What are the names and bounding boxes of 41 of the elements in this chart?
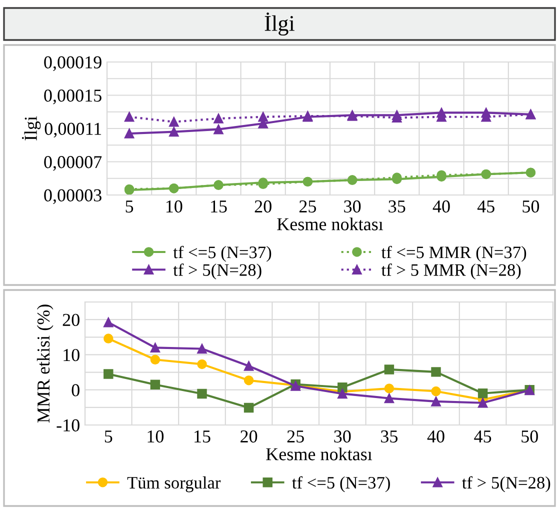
legend-label: Tüm sorgular [127,476,221,492]
x-tick-label: 25 [287,430,304,443]
x-tick-label: 35 [381,430,398,443]
legend-label: tf <=5 MMR (N=37) [381,246,526,262]
legend-label: tf <=5 (N=37) [173,246,272,262]
y-tick-label: 0,00003 [44,189,102,204]
x-tick-label: 15 [211,200,227,213]
x-tick-label: 10 [148,430,164,443]
y-tick-label: 10 [64,348,80,362]
y-tick-label: 20 [62,314,80,326]
legend-label: tf > 5(N=28) [462,476,550,492]
y-tick-label: 0,00007 [44,156,102,171]
x-tick-label: 20 [254,200,272,213]
y-axis-title: MMR etkisi (%) [36,304,54,423]
x-tick-label: 5 [126,200,134,213]
legend-label: tf > 5 MMR (N=28) [381,263,521,280]
x-axis-title: Kesme noktası [266,448,372,460]
x-tick-label: 50 [522,430,538,443]
legend-label: tf > 5(N=28) [173,263,262,280]
x-tick-label: 30 [334,430,351,443]
y-tick-label: -10 [56,419,80,432]
x-axis-title: Kesme noktası [277,218,384,230]
y-tick-label: 0,00015 [44,90,102,104]
x-tick-label: 10 [166,200,182,213]
x-tick-label: 50 [522,200,540,213]
x-tick-label: 20 [240,430,258,443]
x-tick-label: 45 [474,430,492,443]
x-tick-label: 15 [194,430,210,443]
x-tick-label: 35 [388,200,406,213]
legend-label: tf <=5 (N=37) [292,476,390,492]
x-tick-label: 30 [344,200,361,213]
y-tick-label: 0,00011 [44,122,102,138]
x-tick-label: 40 [432,200,450,213]
y-tick-label: 0 [72,384,80,396]
x-tick-label: 45 [477,200,494,213]
y-tick-label: 0,00019 [44,56,102,72]
x-tick-label: 25 [299,200,316,213]
x-tick-label: 5 [104,430,112,443]
x-tick-label: 40 [427,430,444,443]
chart-title: İlgi [264,12,295,36]
y-axis-title: İlgi [22,116,41,140]
